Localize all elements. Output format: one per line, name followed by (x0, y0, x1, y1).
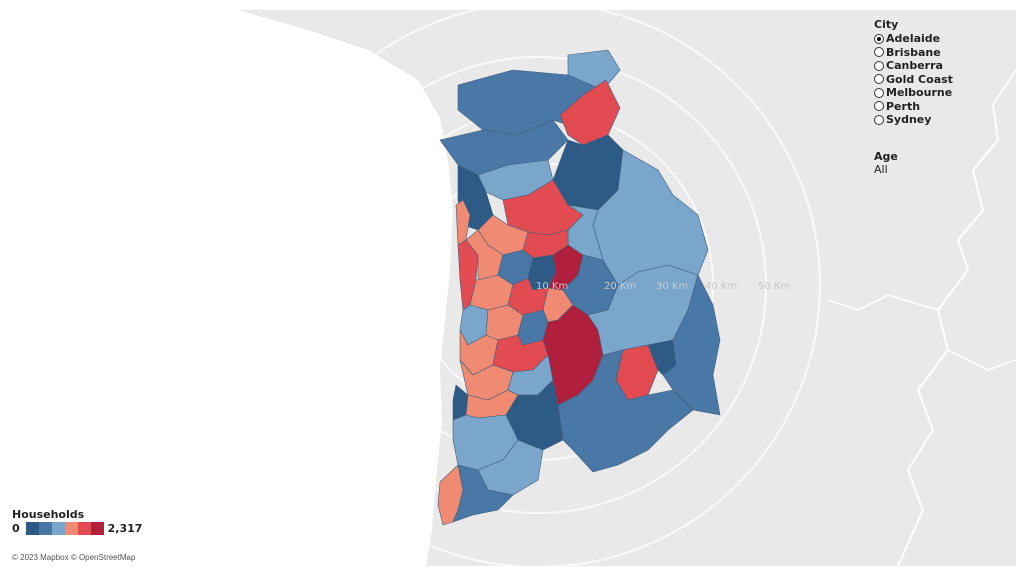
age-filter-value[interactable]: All (874, 163, 888, 176)
city-option-label: Canberra (886, 59, 943, 73)
map-frame[interactable]: 10 Km 20 Km 30 Km 40 Km 50 Km (8, 10, 1016, 566)
legend-swatch (90, 522, 104, 535)
radio-icon[interactable] (874, 60, 884, 71)
ring-50km (255, 10, 821, 566)
radio-selected-icon[interactable] (874, 33, 884, 44)
city-option-sydney[interactable]: Sydney (874, 113, 953, 127)
legend-max: 2,317 (107, 522, 143, 535)
map-attribution[interactable]: © 2023 Mapbox © OpenStreetMap (12, 553, 136, 562)
region-sellicks[interactable] (452, 464, 514, 523)
legend-swatch (64, 522, 78, 535)
city-option-label: Perth (886, 99, 921, 113)
sea-water (8, 10, 453, 566)
city-option-perth[interactable]: Perth (874, 100, 953, 114)
city-option-label: Melbourne (886, 86, 953, 100)
city-option-adelaide[interactable]: Adelaide (874, 32, 953, 46)
region-southern-vales[interactable] (557, 349, 694, 473)
ring-label: 40 Km (705, 281, 737, 292)
choropleth-map[interactable]: 10 Km 20 Km 30 Km 40 Km 50 Km (8, 10, 1016, 566)
ring-label: 10 Km (536, 281, 568, 292)
ring-label: 20 Km (604, 281, 636, 292)
legend-min: 0 (12, 522, 20, 535)
region-semaphore[interactable] (455, 199, 471, 246)
ring-label-group: 10 Km 20 Km 30 Km 40 Km 50 Km (536, 281, 790, 292)
radio-icon[interactable] (874, 101, 884, 112)
radio-icon[interactable] (874, 114, 884, 125)
ring-label: 30 Km (656, 281, 688, 292)
legend-swatch (51, 522, 65, 535)
region-north-east[interactable] (567, 49, 621, 91)
city-option-label: Gold Coast (886, 72, 953, 86)
city-filter: City Adelaide Brisbane Canberra Gold Coa… (874, 18, 953, 127)
city-option-brisbane[interactable]: Brisbane (874, 46, 953, 60)
city-option-label: Adelaide (886, 32, 941, 46)
city-option-canberra[interactable]: Canberra (874, 59, 953, 73)
households-legend: Households 0 2,317 (12, 508, 142, 535)
river-tributary (827, 294, 1016, 371)
suburb-regions[interactable] (437, 49, 721, 526)
legend-swatch (25, 522, 39, 535)
city-option-melbourne[interactable]: Melbourne (874, 86, 953, 100)
river (897, 69, 1016, 566)
legend-scale: 0 2,317 (12, 522, 142, 535)
ring-40km (309, 56, 767, 514)
city-option-gold-coast[interactable]: Gold Coast (874, 73, 953, 87)
legend-title: Households (12, 508, 85, 521)
city-option-label: Brisbane (886, 45, 941, 59)
radio-icon[interactable] (874, 74, 884, 85)
legend-swatch (38, 522, 52, 535)
city-filter-title: City (874, 18, 899, 31)
legend-swatch (77, 522, 91, 535)
radio-icon[interactable] (874, 47, 884, 58)
age-filter-title: Age (874, 150, 898, 163)
ring-label: 50 Km (758, 281, 790, 292)
city-option-label: Sydney (886, 113, 932, 127)
age-filter[interactable]: Age All (874, 150, 898, 176)
radio-icon[interactable] (874, 87, 884, 98)
